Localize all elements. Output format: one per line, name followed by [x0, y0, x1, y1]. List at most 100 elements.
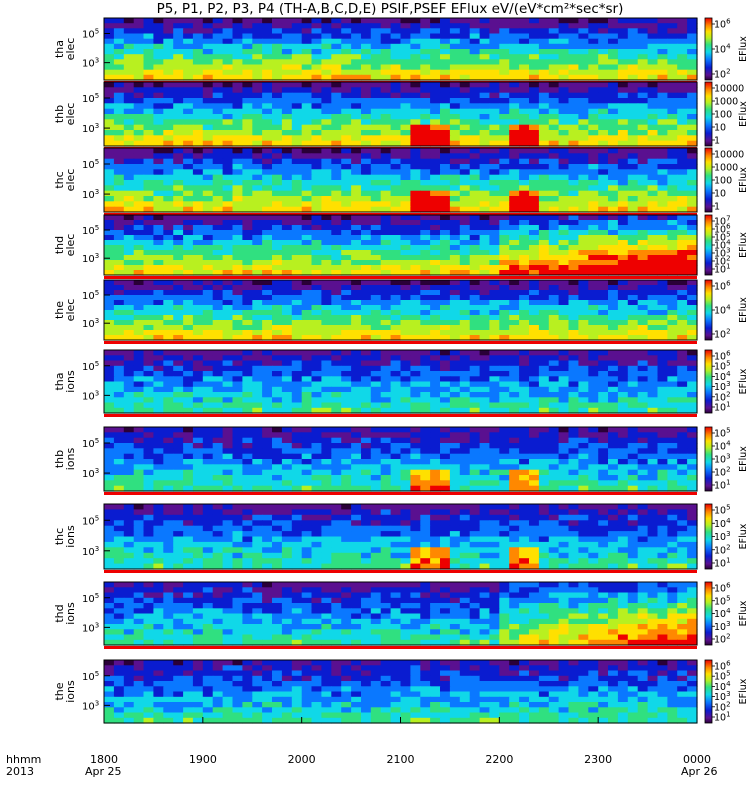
panel-thb-elec: thbelec 105 103 10000 1000 100 10 1 EFlux — [53, 81, 749, 150]
panel-frame — [103, 503, 698, 570]
panel-ytick-label: 103 — [82, 57, 99, 70]
colorbar-tick-label: 101 — [714, 479, 731, 492]
colorbar-tick-label: 1 — [714, 202, 720, 213]
colorbar-tick-label: 103 — [714, 380, 731, 393]
colorbar-tick-label: 105 — [714, 504, 731, 517]
colorbar-tha-elec: 106 104 102 EFlux — [704, 18, 749, 81]
panel-ytick-label: 105 — [82, 92, 99, 105]
panel-ylabel: theelec — [53, 299, 77, 322]
colorbar-label: EFlux — [738, 678, 749, 704]
panel-ylabel: thbelec — [53, 103, 77, 126]
x-row-label-hhmm: hhmm — [6, 753, 41, 766]
panel-the-elec: theelec 105 103 106 104 102 EFlux — [53, 279, 749, 344]
panel-ylabel: thcelec — [53, 169, 77, 192]
colorbar-tick-label: 103 — [714, 620, 731, 633]
panel-ytick-label: 103 — [82, 252, 99, 265]
colorbar-tick-label: 107 — [714, 215, 731, 228]
colorbar-label: EFlux — [738, 446, 749, 472]
panel-thc-elec: thcelec 105 103 10000 1000 100 10 1 EFlux — [53, 147, 749, 216]
colorbar-label: EFlux — [738, 600, 749, 626]
colorbar-tick-label: 102 — [714, 255, 731, 268]
colorbar-tick-label: 106 — [714, 223, 731, 236]
colorbar-tick-label: 101 — [714, 557, 731, 570]
x-end-date-label: Apr 26 — [681, 765, 718, 778]
x-tick-label: 1900 — [189, 753, 217, 766]
colorbar-tick-label: 102 — [714, 328, 731, 341]
colorbar-tick-label: 105 — [714, 427, 731, 440]
panel-tha-elec: thaelec 105 103 106 104 102 EFlux — [53, 17, 749, 84]
panel-ytick-label: 103 — [82, 122, 99, 135]
spectrogram-texture — [104, 504, 698, 570]
panel-ylabel: thaelec — [53, 38, 77, 61]
panel-ytick-label: 105 — [82, 360, 99, 373]
spectrogram-texture — [104, 18, 698, 81]
x-tick-label: 0000 — [683, 753, 711, 766]
colorbar-tick-label: 105 — [714, 670, 731, 683]
colorbar-thb-elec: 10000 1000 100 10 1 EFlux — [704, 81, 749, 147]
panel-ytick-label: 103 — [82, 545, 99, 558]
colorbar-tick-label: 102 — [714, 466, 731, 479]
colorbar-tick-label: 100 — [714, 176, 732, 187]
panel-ytick-label: 105 — [82, 514, 99, 527]
colorbar-label: EFlux — [738, 36, 749, 62]
figure-title: P5, P1, P2, P3, P4 (TH-A,B,C,D,E) PSIF,P… — [157, 1, 624, 17]
x-tick-label: 2200 — [485, 753, 513, 766]
colorbar-tick-label: 102 — [714, 543, 731, 556]
spectrogram-texture — [104, 148, 698, 213]
panel-ylabel: theions — [53, 680, 77, 703]
colorbar-tick-label: 1000 — [714, 163, 738, 174]
colorbar-label: EFlux — [738, 523, 749, 549]
panel-frame — [103, 349, 698, 414]
spectrogram-texture — [104, 82, 698, 147]
colorbar-tick-label: 101 — [714, 263, 731, 276]
panel-ytick-label: 105 — [82, 670, 99, 683]
x-row-label-year: 2013 — [6, 765, 34, 778]
colorbar-tick-label: 1 — [714, 136, 720, 147]
spectrogram-texture — [104, 215, 698, 276]
colorbar-tick-label: 105 — [714, 360, 731, 373]
colorbar-tick-label: 104 — [714, 370, 731, 383]
colorbar-tick-label: 104 — [714, 607, 731, 620]
panel-ytick-label: 103 — [82, 188, 99, 201]
colorbar-tick-label: 106 — [714, 18, 731, 31]
panel-ytick-label: 105 — [82, 592, 99, 605]
panels-group: thaelec 105 103 106 104 102 EFlux thbelec 105 103… — [53, 17, 749, 724]
x-tick-label: 1800 — [90, 753, 118, 766]
x-tick-label: 2000 — [288, 753, 316, 766]
colorbar-tick-label: 105 — [714, 231, 731, 244]
colorbar-tick-label: 10000 — [714, 150, 744, 161]
panel-frame — [103, 426, 698, 492]
colorbar-tick-label: 102 — [714, 700, 731, 713]
panel-ytick-label: 105 — [82, 437, 99, 450]
panel-ytick-label: 103 — [82, 317, 99, 330]
panel-ytick-label: 103 — [82, 699, 99, 712]
spectrogram-texture — [104, 350, 698, 414]
panel-ytick-label: 103 — [82, 621, 99, 634]
panel-frame — [103, 81, 698, 147]
panel-separator — [104, 570, 697, 573]
panel-separator — [104, 341, 697, 344]
colorbar-tick-label: 104 — [714, 440, 731, 453]
colorbar-label: EFlux — [738, 232, 749, 258]
colorbar-thc-elec: 10000 1000 100 10 1 EFlux — [704, 147, 749, 213]
colorbar-tick-label: 101 — [714, 711, 731, 724]
colorbar-tick-label: 102 — [714, 633, 731, 646]
time-axis: 1800 1900 2000 2100 2200 2300 0000 — [90, 717, 711, 766]
panel-ylabel: thaions — [53, 370, 77, 393]
spectrogram-texture — [104, 582, 698, 646]
colorbar-tick-label: 103 — [714, 530, 731, 543]
colorbar-tick-label: 1000 — [714, 97, 738, 108]
panel-frame — [103, 581, 698, 646]
colorbar-label: EFlux — [738, 167, 749, 193]
panel-ytick-label: 105 — [82, 224, 99, 237]
